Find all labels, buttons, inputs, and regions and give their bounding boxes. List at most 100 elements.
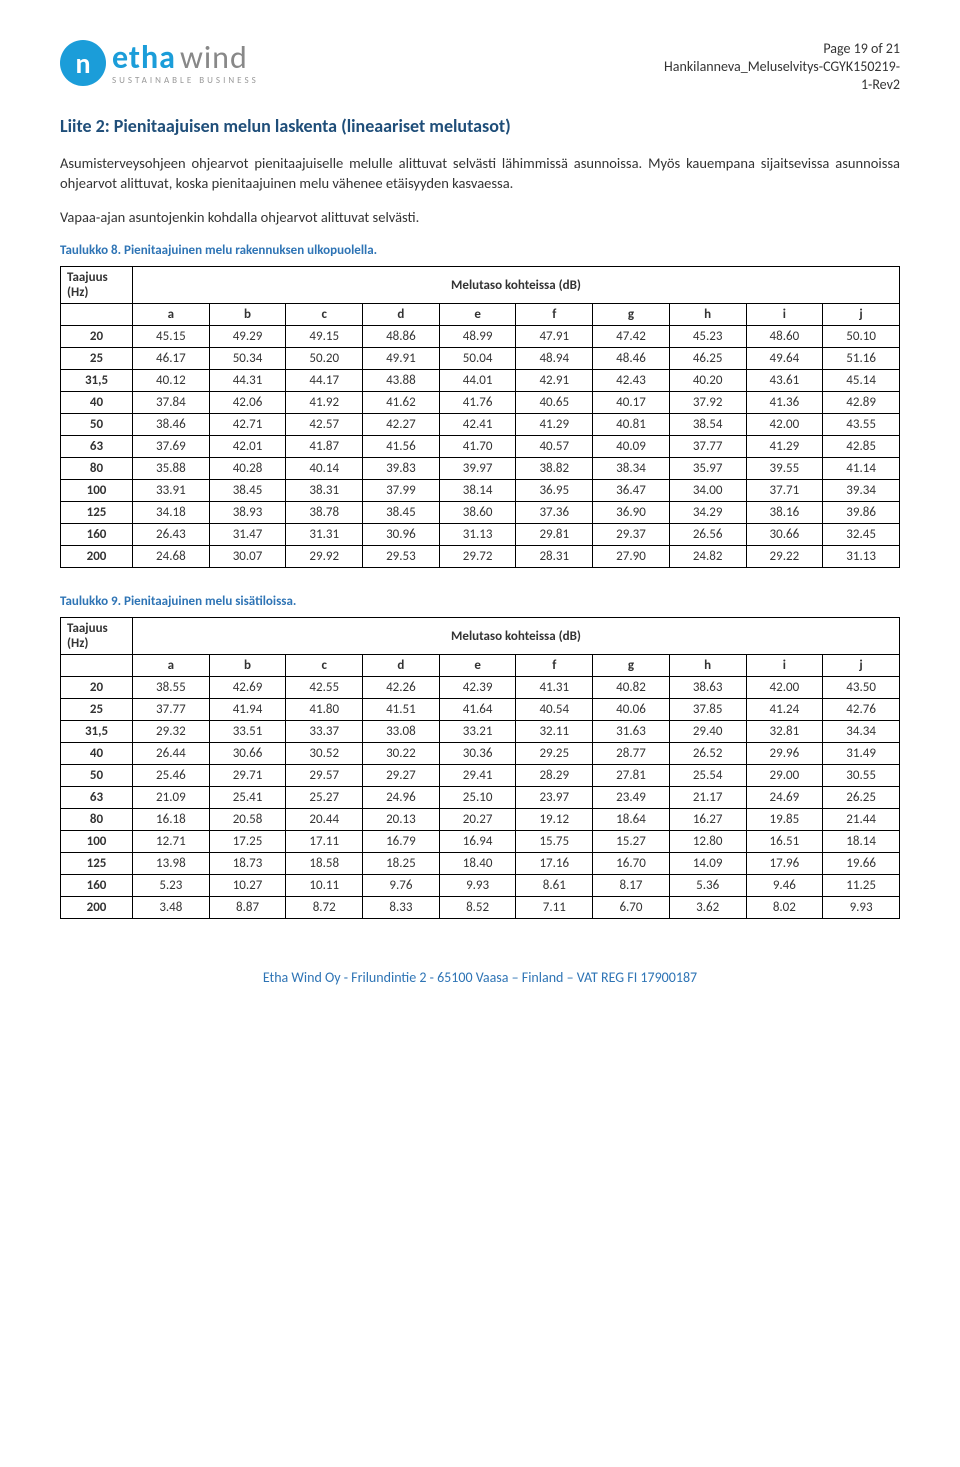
table-9-cell: 40.54 [516,699,593,721]
table-8-cell: 43.61 [746,370,823,392]
table-8-cell: 42.57 [286,414,363,436]
table-8-cell: 41.92 [286,392,363,414]
table-9-col-c: c [286,655,363,677]
table-9-cell: 9.76 [363,875,440,897]
table-8-cell: 36.90 [593,502,670,524]
table-8-cell: 41.56 [363,436,440,458]
table-9-cell: 29.71 [209,765,286,787]
table-8-cell: 39.55 [746,458,823,480]
table-9-cell: 25.46 [133,765,210,787]
table-9-cell: 31.63 [593,721,670,743]
table-8-row: 31,540.1244.3144.1743.8844.0142.9142.434… [61,370,900,392]
table-9-cell: 16.70 [593,853,670,875]
table-9-cell: 29.27 [363,765,440,787]
table-8-cell: 40.09 [593,436,670,458]
table-9-cell: 20.27 [439,809,516,831]
table-8-cell: 41.29 [516,414,593,436]
table-9-col-g: g [593,655,670,677]
table-8-freq-cell: 25 [61,348,133,370]
table-8-cell: 29.53 [363,546,440,568]
table-9-cell: 17.16 [516,853,593,875]
table-8-cell: 48.94 [516,348,593,370]
table-9-cell: 16.18 [133,809,210,831]
table-9-cell: 28.77 [593,743,670,765]
table-9-cell: 33.37 [286,721,363,743]
table-9-cell: 8.52 [439,897,516,919]
table-9-col-f: f [516,655,593,677]
table-8-cell: 29.81 [516,524,593,546]
table-9-blank-header [61,655,133,677]
table-9-cell: 42.26 [363,677,440,699]
table-9-cell: 29.57 [286,765,363,787]
table-9-cell: 19.85 [746,809,823,831]
table-8-col-g: g [593,304,670,326]
table-9-cell: 37.77 [133,699,210,721]
table-8-cell: 48.99 [439,326,516,348]
table-8-caption: Taulukko 8. Pienitaajuinen melu rakennuk… [60,243,900,258]
page-number: Page 19 of 21 [664,40,900,58]
table-9-cell: 40.06 [593,699,670,721]
table-8-cell: 50.20 [286,348,363,370]
page-footer: Etha Wind Oy - Frilundintie 2 - 65100 Va… [60,969,900,986]
table-8-cell: 38.82 [516,458,593,480]
table-9-cell: 42.69 [209,677,286,699]
table-9-col-h: h [669,655,746,677]
table-9-cell: 42.55 [286,677,363,699]
table-9-cell: 26.25 [823,787,900,809]
table-9-row: 2038.5542.6942.5542.2642.3941.3140.8238.… [61,677,900,699]
table-9-cell: 3.62 [669,897,746,919]
table-9-cell: 38.55 [133,677,210,699]
table-8-cell: 42.91 [516,370,593,392]
table-9-cell: 8.17 [593,875,670,897]
table-9-cell: 18.73 [209,853,286,875]
table-8-cell: 38.31 [286,480,363,502]
table-9-cell: 42.76 [823,699,900,721]
table-9-col-a: a [133,655,210,677]
table-8-freq-cell: 20 [61,326,133,348]
table-9-row: 12513.9818.7318.5818.2518.4017.1616.7014… [61,853,900,875]
paragraph-1: Asumisterveysohjeen ohjearvot pienitaaju… [60,153,900,194]
paragraph-2: Vapaa-ajan asuntojenkin kohdalla ohjearv… [60,207,900,227]
table-8-cell: 29.22 [746,546,823,568]
table-8-cell: 27.90 [593,546,670,568]
table-8-freq-cell: 80 [61,458,133,480]
table-8-cell: 42.00 [746,414,823,436]
table-8-cell: 30.66 [746,524,823,546]
table-8-cell: 41.87 [286,436,363,458]
table-9-cell: 32.11 [516,721,593,743]
table-8-cell: 42.43 [593,370,670,392]
table-9-cell: 37.85 [669,699,746,721]
table-9-cell: 18.58 [286,853,363,875]
table-8-col-b: b [209,304,286,326]
table-8-cell: 40.28 [209,458,286,480]
table-9-cell: 30.36 [439,743,516,765]
table-9-cell: 17.96 [746,853,823,875]
table-9-cell: 38.63 [669,677,746,699]
table-9-row: 2003.488.878.728.338.527.116.703.628.029… [61,897,900,919]
table-9-cell: 19.66 [823,853,900,875]
table-9-freq-cell: 125 [61,853,133,875]
table-8-freq-cell: 200 [61,546,133,568]
table-8-cell: 49.29 [209,326,286,348]
table-9-row: 4026.4430.6630.5230.2230.3629.2528.7726.… [61,743,900,765]
table-9-cell: 12.71 [133,831,210,853]
table-8-cell: 40.14 [286,458,363,480]
table-8-cell: 41.76 [439,392,516,414]
table-8-cell: 50.34 [209,348,286,370]
table-8-cell: 31.47 [209,524,286,546]
table-9-cell: 29.32 [133,721,210,743]
table-9-freq-cell: 20 [61,677,133,699]
table-8-row: 8035.8840.2840.1439.8339.9738.8238.3435.… [61,458,900,480]
table-8-cell: 44.17 [286,370,363,392]
table-8-cell: 40.12 [133,370,210,392]
table-9-col-b: b [209,655,286,677]
table-9-cell: 33.08 [363,721,440,743]
table-8-cell: 47.91 [516,326,593,348]
page-header: n etha wind SUSTAINABLE BUSINESS Page 19… [60,40,900,95]
table-9-cell: 5.23 [133,875,210,897]
table-8-row: 16026.4331.4731.3130.9631.1329.8129.3726… [61,524,900,546]
table-9-cell: 5.36 [669,875,746,897]
table-8-cell: 41.70 [439,436,516,458]
table-8-row: 6337.6942.0141.8741.5641.7040.5740.0937.… [61,436,900,458]
table-9-cell: 8.02 [746,897,823,919]
